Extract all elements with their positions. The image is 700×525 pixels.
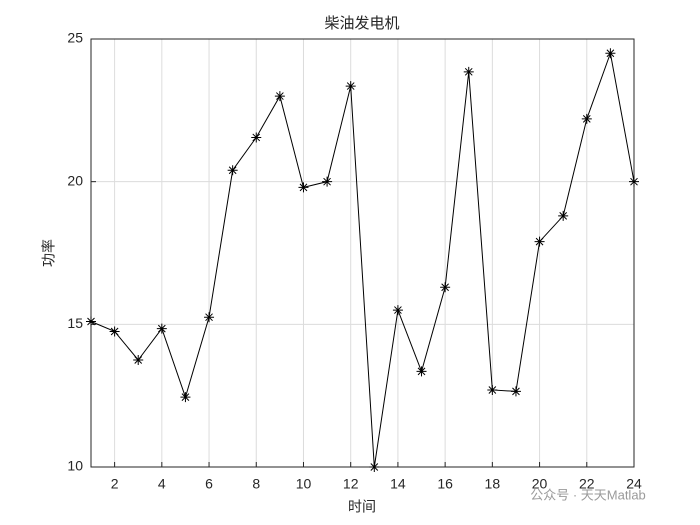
data-marker	[227, 165, 238, 176]
data-marker	[440, 282, 451, 293]
data-marker	[204, 312, 215, 323]
x-tick-label: 22	[579, 476, 595, 492]
x-tick-label: 8	[252, 476, 260, 492]
data-marker	[534, 236, 545, 247]
data-marker	[133, 355, 144, 365]
data-marker	[274, 91, 285, 102]
axes-box	[90, 38, 635, 468]
data-line	[90, 51, 635, 468]
x-tick-label: 16	[437, 476, 453, 492]
data-marker	[510, 386, 521, 397]
y-tick-label: 15	[67, 315, 83, 331]
data-marker	[416, 366, 427, 377]
y-tick-label: 25	[67, 30, 83, 46]
data-marker	[109, 326, 120, 337]
chart-title: 柴油发电机	[324, 15, 399, 32]
data-marker	[369, 462, 380, 472]
data-marker	[86, 316, 96, 327]
data-marker	[156, 323, 167, 334]
data-marker	[392, 305, 403, 316]
data-marker	[345, 81, 356, 92]
data-marker	[298, 182, 309, 193]
watermark: 公众号 · 天天Matlab	[530, 487, 646, 502]
data-marker	[581, 113, 592, 124]
x-tick-label: 12	[343, 476, 359, 492]
y-axis-label: 功率	[41, 239, 57, 267]
x-tick-label: 2	[111, 476, 119, 492]
x-tick-label: 20	[532, 476, 548, 492]
x-tick-label: 18	[485, 476, 501, 492]
data-marker	[180, 392, 191, 403]
data-marker	[605, 48, 616, 59]
data-marker	[629, 176, 639, 187]
x-tick-label: 14	[390, 476, 406, 492]
y-tick-label: 20	[67, 172, 83, 188]
data-marker	[322, 176, 333, 187]
x-tick-label: 24	[626, 476, 642, 492]
data-marker	[558, 210, 569, 221]
data-marker	[463, 66, 474, 77]
y-tick-label: 10	[67, 458, 83, 474]
x-tick-label: 6	[205, 476, 213, 492]
data-marker	[487, 384, 498, 395]
x-tick-label: 4	[158, 476, 166, 492]
x-tick-label: 10	[296, 476, 312, 492]
data-marker	[251, 132, 262, 143]
x-axis-label: 时间	[348, 499, 376, 515]
